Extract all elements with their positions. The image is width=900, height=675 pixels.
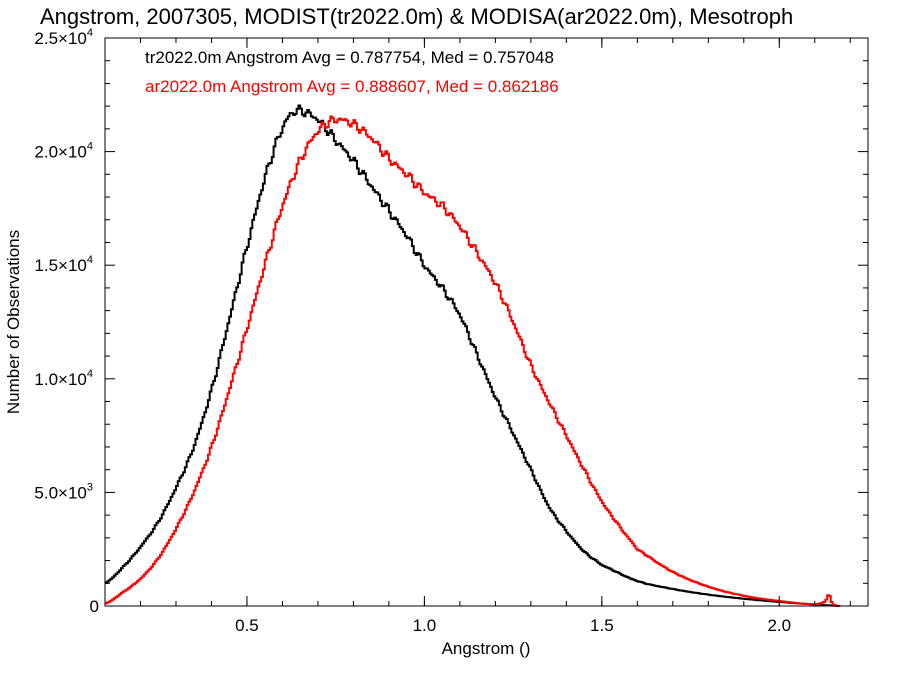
y-tick-label: 0	[90, 597, 99, 616]
x-axis-label: Angstrom ()	[442, 639, 531, 658]
annotation-tr2022: tr2022.0m Angstrom Avg = 0.787754, Med =…	[145, 48, 554, 67]
x-tick-label: 0.5	[235, 616, 259, 635]
y-tick-label: 1.0×104	[34, 368, 93, 389]
y-axis-label: Number of Observations	[4, 230, 23, 414]
x-tick-label: 1.5	[590, 616, 614, 635]
y-tick-label: 5.0×103	[34, 481, 93, 502]
x-tick-label: 2.0	[767, 616, 791, 635]
series-layer	[105, 104, 841, 607]
plot-frame	[104, 37, 869, 607]
x-tick-label: 1.0	[413, 616, 437, 635]
series-line-0	[105, 104, 841, 607]
tick-layer: 0.5 1.0 1.5 2.0 0 5.0×103 1.0×104 1.5×104 2.0×10…	[34, 27, 868, 635]
y-tick-label: 1.5×104	[34, 254, 93, 275]
series-line-1	[105, 115, 841, 607]
y-tick-label: 2.0×104	[34, 141, 93, 162]
chart-title: Angstrom, 2007305, MODIST(tr2022.0m) & M…	[40, 4, 793, 29]
annotation-ar2022: ar2022.0m Angstrom Avg = 0.888607, Med =…	[145, 77, 559, 96]
y-tick-label: 2.5×104	[34, 27, 93, 48]
